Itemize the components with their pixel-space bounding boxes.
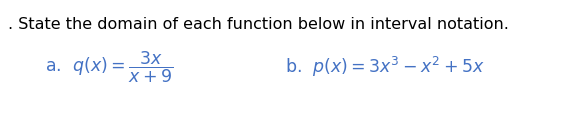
Text: b.  $p(x) = 3x^3 - x^2 + 5x$: b. $p(x) = 3x^3 - x^2 + 5x$ <box>285 55 484 79</box>
Text: . State the domain of each function below in interval notation.: . State the domain of each function belo… <box>8 17 509 32</box>
Text: a.  $q(x) = \dfrac{3x}{x+9}$: a. $q(x) = \dfrac{3x}{x+9}$ <box>45 49 173 85</box>
